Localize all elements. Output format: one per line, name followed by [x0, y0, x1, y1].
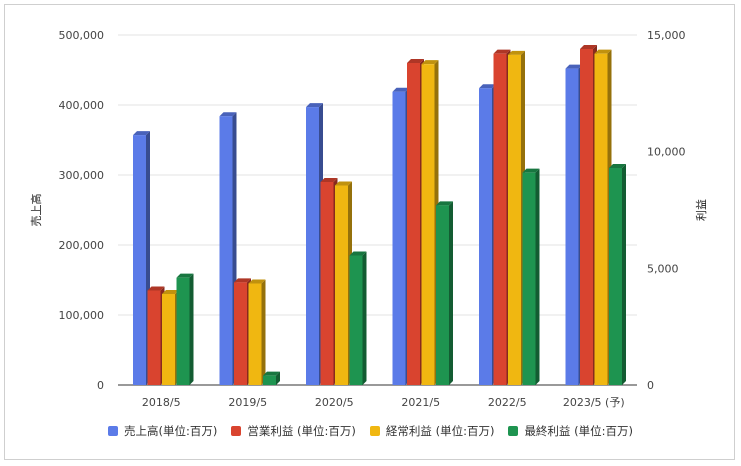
- bar: [565, 68, 579, 385]
- left-tick-label: 200,000: [59, 239, 105, 252]
- x-tick-label: 2019/5: [228, 396, 267, 409]
- bar-top: [162, 290, 179, 294]
- right-tick-label: 15,000: [647, 29, 686, 42]
- x-tick-label: 2020/5: [315, 396, 354, 409]
- bar: [263, 375, 276, 385]
- bar-side: [449, 201, 453, 385]
- bar-top: [479, 84, 496, 89]
- bar: [306, 107, 319, 385]
- bar: [335, 185, 348, 385]
- right-tick-label: 5,000: [647, 262, 679, 275]
- bar-top: [349, 251, 367, 256]
- x-tick-label: 2021/5: [401, 396, 440, 409]
- left-tick-label: 0: [97, 379, 104, 392]
- bar: [479, 88, 492, 385]
- x-tick-label: 2018/5: [142, 396, 181, 409]
- bar: [436, 205, 449, 385]
- bar-top: [565, 64, 583, 69]
- bar: [176, 277, 190, 385]
- bar: [147, 290, 161, 385]
- bar-top: [234, 278, 251, 283]
- bar: [219, 116, 233, 385]
- legend-swatch: [108, 426, 119, 436]
- bar: [234, 282, 247, 385]
- bar: [407, 63, 420, 385]
- bar: [493, 53, 507, 386]
- bar-top: [133, 131, 150, 136]
- left-tick-label: 300,000: [59, 169, 105, 182]
- legend-label: 最終利益 (単位:百万): [524, 424, 633, 438]
- bar: [522, 172, 536, 385]
- x-tick-label: 2022/5: [488, 396, 527, 409]
- bar: [609, 168, 622, 385]
- bar-top: [580, 45, 597, 49]
- bar-top: [219, 112, 237, 117]
- bar: [594, 53, 608, 386]
- bar-top: [263, 371, 280, 376]
- legend-label: 経常利益 (単位:百万): [385, 424, 495, 438]
- left-tick-label: 400,000: [59, 99, 105, 112]
- left-tick-label: 100,000: [59, 309, 105, 322]
- chart-legend: 売上高(単位:百万) 営業利益 (単位:百万) 経常利益 (単位:百万) 最終利益 (…: [0, 423, 741, 439]
- bar-side: [362, 251, 367, 385]
- legend-label: 営業利益 (単位:百万): [247, 424, 356, 438]
- bar-top: [609, 164, 626, 168]
- bar-top: [594, 49, 612, 54]
- left-tick-label: 500,000: [59, 29, 105, 42]
- bar-top: [306, 103, 323, 108]
- bar-top: [320, 178, 338, 182]
- legend-label: 売上高(単位:百万): [124, 424, 218, 438]
- bar: [421, 64, 435, 386]
- bar: [248, 283, 262, 385]
- bar-side: [535, 168, 540, 385]
- legend-item: 最終利益 (単位:百万): [508, 423, 633, 439]
- bar-top: [392, 87, 410, 92]
- bar: [349, 255, 363, 385]
- bar: [320, 182, 334, 385]
- bar-top: [522, 168, 540, 173]
- right-tick-label: 10,000: [647, 146, 686, 159]
- bar: [508, 54, 521, 385]
- bar-top: [493, 49, 511, 54]
- right-tick-label: 0: [647, 379, 654, 392]
- bar: [580, 49, 593, 385]
- bar-top: [508, 50, 525, 55]
- bar-side: [276, 371, 280, 385]
- bar-side: [189, 273, 194, 385]
- bar-top: [147, 286, 165, 291]
- x-tick-label: 2023/5 (予): [563, 396, 625, 409]
- bar-top: [407, 59, 424, 63]
- bar: [392, 91, 406, 385]
- bar-top: [421, 60, 439, 65]
- bar-top: [436, 201, 453, 206]
- bar-top: [248, 279, 266, 284]
- bar-top: [335, 181, 352, 186]
- legend-item: 営業利益 (単位:百万): [231, 423, 356, 439]
- bar-side: [622, 164, 626, 385]
- bar: [133, 135, 146, 385]
- legend-swatch: [231, 426, 242, 436]
- legend-swatch: [508, 426, 519, 436]
- bar-side: [261, 279, 266, 385]
- bar-top: [176, 273, 194, 278]
- legend-item: 経常利益 (単位:百万): [369, 423, 495, 439]
- bar: [162, 294, 175, 385]
- right-axis-title: 利益: [694, 199, 708, 221]
- left-axis-title: 売上高: [29, 194, 43, 227]
- legend-item: 売上高(単位:百万): [108, 423, 217, 439]
- legend-swatch: [369, 426, 380, 436]
